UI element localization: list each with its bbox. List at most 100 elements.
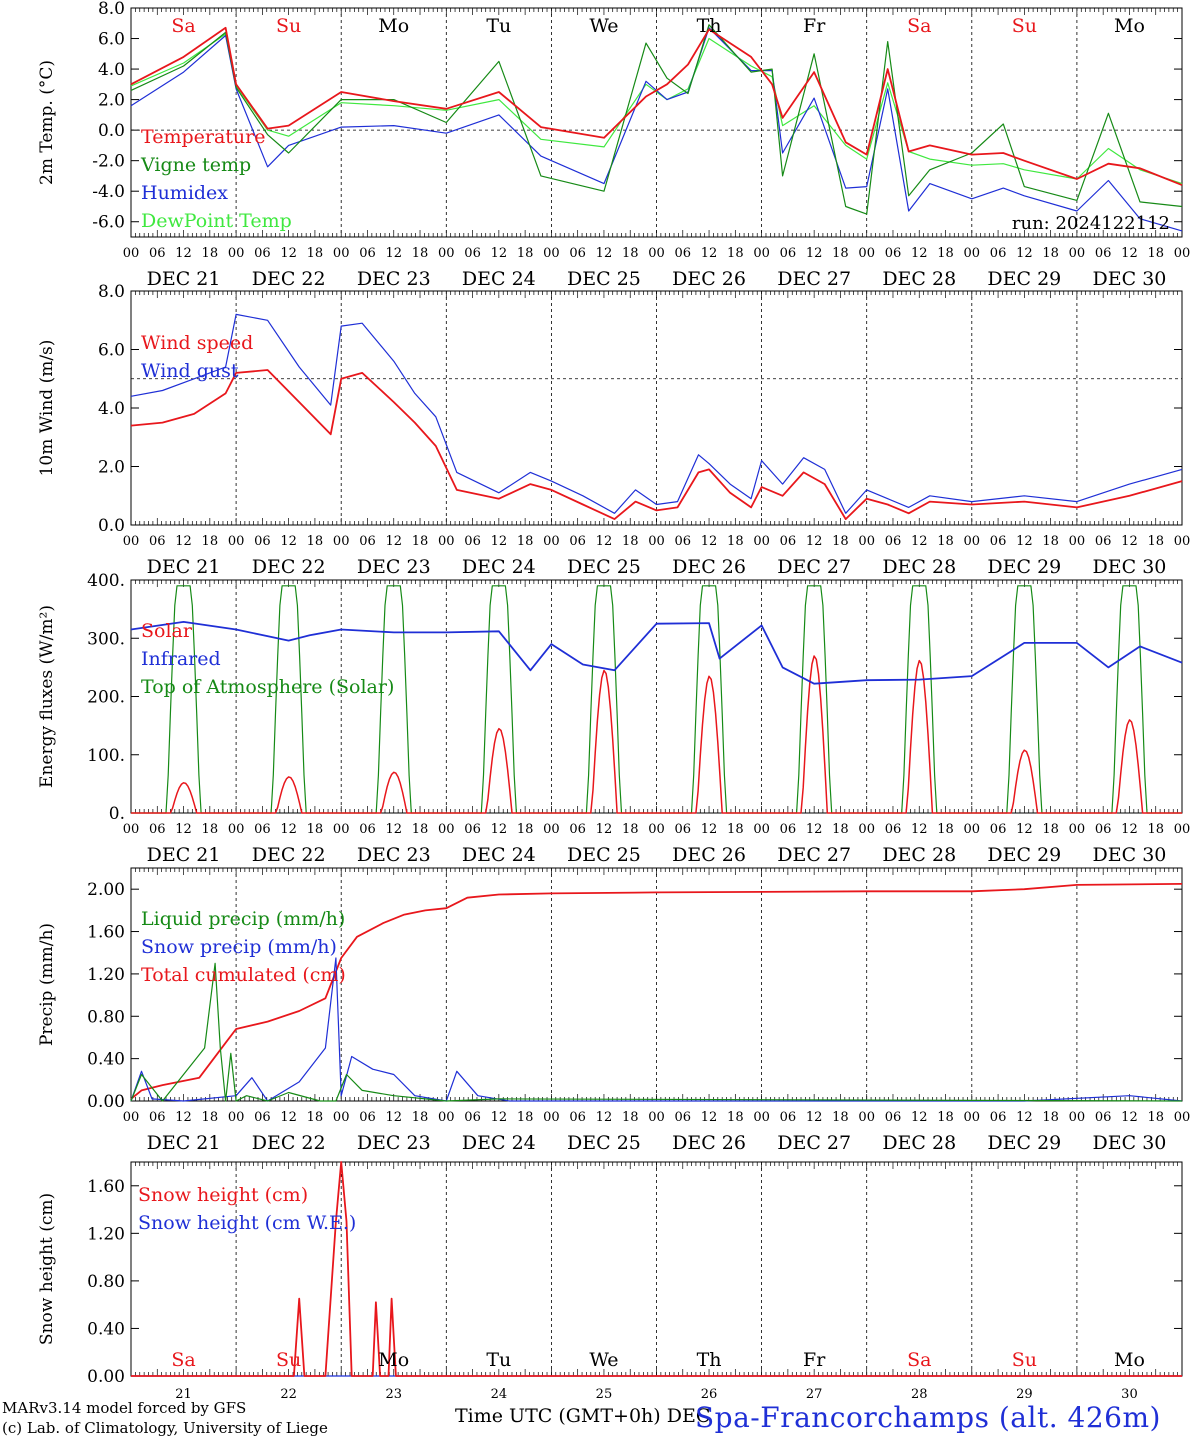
day-number-label: 22 [280, 1387, 297, 1402]
lab-credit: (c) Lab. of Climatology, University of L… [2, 1419, 328, 1437]
panel2-hour-label: 18 [832, 534, 849, 549]
panel2-hour-label: 12 [491, 534, 508, 549]
day-number-label: 28 [911, 1387, 928, 1402]
day-number-label: 29 [1016, 1387, 1033, 1402]
panel2-hour-label: 06 [464, 534, 481, 549]
panel1-date-label: DEC 24 [462, 268, 536, 290]
panel2-date-label: DEC 26 [672, 556, 746, 578]
panel4-hour-label: 12 [806, 1110, 823, 1125]
panel4-hour-label: 18 [517, 1110, 534, 1125]
panel4-hour-label: 06 [885, 1110, 902, 1125]
panel1-date-label: DEC 25 [567, 268, 641, 290]
day-name-bottom: We [589, 1349, 618, 1371]
panel4-y-tick-label: 2.00 [87, 880, 125, 900]
panel4-hour-label: 06 [569, 1110, 586, 1125]
panel4-hour-label: 18 [622, 1110, 639, 1125]
panel4-hour-label: 00 [123, 1110, 140, 1125]
panel2-hour-label: 12 [1121, 534, 1138, 549]
panel4-hour-label: 00 [438, 1110, 455, 1125]
panel3-date-label: DEC 26 [672, 844, 746, 866]
panel1-y-tick-label: -6.0 [92, 213, 125, 233]
panel1-hour-label: 00 [228, 246, 245, 261]
infrared-line [130, 621, 1183, 685]
panel2-hour-label: 00 [123, 534, 140, 549]
panel1-hour-label: 12 [911, 246, 928, 261]
panel3-hour-label: 00 [1069, 822, 1086, 837]
panel1-legend-vigne-temp: Vigne temp [140, 154, 251, 176]
panel2-hour-label: 00 [228, 534, 245, 549]
solar-line [551, 669, 657, 814]
panel1-date-label: DEC 22 [252, 268, 326, 290]
panel2-hour-label: 00 [1069, 534, 1086, 549]
panel3-hour-label: 00 [438, 822, 455, 837]
panel2-hour-label: 12 [175, 534, 192, 549]
panel4-hour-label: 12 [701, 1110, 718, 1125]
toa-solar-line [971, 585, 1077, 814]
panel2-date-label: DEC 23 [357, 556, 431, 578]
panel2-legend-wind-speed: Wind speed [141, 332, 253, 354]
panel1-hour-label: 12 [491, 246, 508, 261]
panel2-hour-label: 06 [675, 534, 692, 549]
solar-line [761, 655, 867, 814]
panel3-y-axis-label: Energy fluxes (W/m²) [37, 605, 57, 788]
panel2-hour-label: 18 [727, 534, 744, 549]
panel1-hour-label: 06 [254, 246, 271, 261]
panel3-hour-label: 18 [1042, 822, 1059, 837]
panel1-hour-label: 06 [1095, 246, 1112, 261]
panel5-legend-snow-height-cm-: Snow height (cm) [138, 1184, 308, 1206]
day-name-top: Sa [907, 15, 931, 37]
panel4-hour-label: 00 [753, 1110, 770, 1125]
panel4-date-label: DEC 30 [1093, 1132, 1167, 1154]
x-axis-title: Time UTC (GMT+0h) DEC [455, 1405, 711, 1427]
panel3-hour-label: 00 [543, 822, 560, 837]
day-name-top: Tu [486, 15, 511, 37]
toa-solar-line [551, 585, 657, 814]
panel3-date-label: DEC 22 [252, 844, 326, 866]
panel4-hour-label: 00 [964, 1110, 981, 1125]
panel1-hour-label: 06 [885, 246, 902, 261]
panel2-hour-label: 12 [385, 534, 402, 549]
panel2-hour-label: 00 [1174, 534, 1191, 549]
panel5-y-tick-label: 0.00 [87, 1367, 125, 1387]
panel4-date-label: DEC 24 [462, 1132, 536, 1154]
day-name-bottom: Sa [171, 1349, 195, 1371]
panel1-date-label: DEC 29 [987, 268, 1061, 290]
toa-solar-line [446, 585, 552, 814]
solar-line [656, 675, 762, 814]
panel4-y-axis-label: Precip (mm/h) [37, 923, 57, 1046]
panel5-y-tick-label: 1.60 [87, 1177, 125, 1197]
day-name-top: Fr [803, 15, 826, 37]
panel3-hour-label: 00 [753, 822, 770, 837]
panel1-y-tick-label: 8.0 [98, 0, 125, 19]
panel1-y-tick-label: 2.0 [98, 91, 125, 111]
panel1-hour-label: 00 [1174, 246, 1191, 261]
panel2-hour-label: 18 [517, 534, 534, 549]
day-name-bottom: Su [1012, 1349, 1037, 1371]
panel3-hour-label: 18 [832, 822, 849, 837]
panel3-hour-label: 06 [464, 822, 481, 837]
panel2-hour-label: 18 [1042, 534, 1059, 549]
panel1-hour-label: 12 [1016, 246, 1033, 261]
panel1-legend-temperature: Temperature [141, 126, 265, 148]
day-number-label: 26 [701, 1387, 718, 1402]
panel4-hour-label: 18 [832, 1110, 849, 1125]
panel1-hour-label: 00 [438, 246, 455, 261]
panel4-y-tick-label: 0.80 [87, 1007, 125, 1027]
panel4-hour-label: 12 [280, 1110, 297, 1125]
toa-solar-line [1076, 585, 1182, 814]
panel3-hour-label: 12 [701, 822, 718, 837]
day-name-bottom: Mo [1114, 1349, 1145, 1371]
panel3-hour-label: 00 [123, 822, 140, 837]
panel1-hour-label: 12 [280, 246, 297, 261]
panel4-hour-label: 12 [1016, 1110, 1033, 1125]
solar-line [236, 776, 342, 814]
panel1-y-tick-label: -4.0 [92, 182, 125, 202]
panel2-date-label: DEC 27 [777, 556, 851, 578]
panel3-hour-label: 12 [280, 822, 297, 837]
day-name-top: Sa [171, 15, 195, 37]
panel2-hour-label: 18 [202, 534, 219, 549]
panel1-hour-label: 18 [1147, 246, 1164, 261]
wind-speed-line [130, 369, 1183, 520]
panel4-hour-label: 18 [1147, 1110, 1164, 1125]
panel1-date-label: DEC 28 [882, 268, 956, 290]
